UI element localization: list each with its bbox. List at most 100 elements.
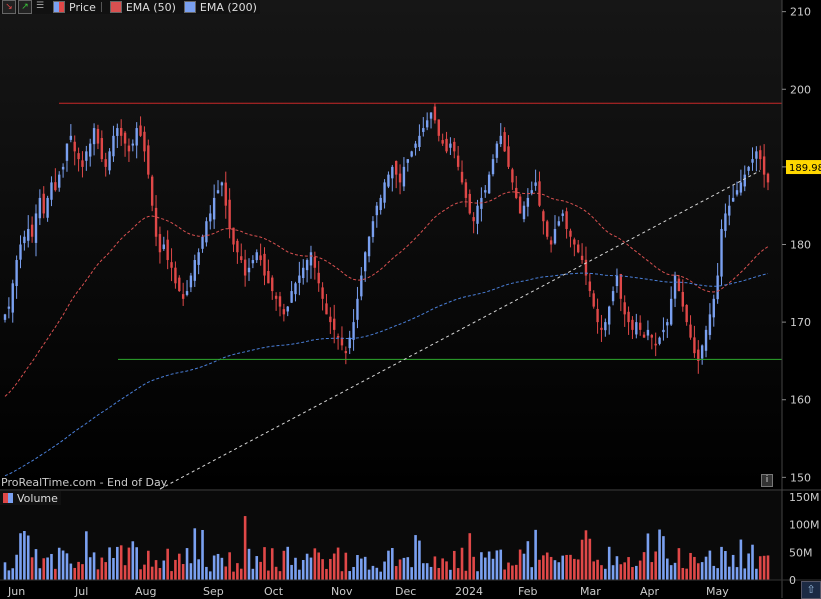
candle-body[interactable] [503,132,506,152]
candle-body[interactable] [445,138,448,152]
candle-body[interactable] [147,145,150,175]
candle-body[interactable] [302,267,305,279]
candle-body[interactable] [193,260,196,281]
candle-body[interactable] [724,213,727,231]
candle-body[interactable] [321,287,324,299]
candle-body[interactable] [739,182,743,193]
legend-ema200[interactable]: EMA (200) [199,0,257,14]
candle-body[interactable] [23,236,26,244]
candle-body[interactable] [61,166,65,170]
candle-body[interactable] [534,182,537,186]
candle-body[interactable] [456,155,460,167]
candle-body[interactable] [212,197,216,220]
candle-body[interactable] [433,106,437,121]
candle-body[interactable] [298,275,301,283]
candle-body[interactable] [507,146,510,167]
candle-body[interactable] [759,150,762,160]
candle-body[interactable] [526,197,530,207]
candle-body[interactable] [654,343,657,346]
candle-body[interactable] [515,187,518,198]
candle-body[interactable] [437,119,440,136]
candle-body[interactable] [472,217,475,222]
candle-body[interactable] [170,262,173,268]
candle-body[interactable] [181,294,185,299]
candle-body[interactable] [755,151,758,159]
candle-body[interactable] [491,159,495,175]
candle-body[interactable] [735,190,739,195]
candle-body[interactable] [573,239,576,245]
candle-body[interactable] [267,270,270,284]
candle-body[interactable] [317,272,320,284]
candle-body[interactable] [453,141,456,152]
candle-body[interactable] [747,166,750,171]
candle-body[interactable] [360,275,363,297]
candle-body[interactable] [646,329,650,336]
candle-body[interactable] [588,281,592,292]
candle-body[interactable] [81,160,84,167]
candle-body[interactable] [11,283,14,313]
candle-body[interactable] [511,169,514,183]
candle-body[interactable] [220,182,224,186]
candle-body[interactable] [333,318,336,330]
candle-body[interactable] [263,253,266,276]
candle-body[interactable] [65,143,69,161]
candle-body[interactable] [46,197,49,218]
candle-body[interactable] [425,120,429,128]
candle-body[interactable] [240,256,243,261]
candle-body[interactable] [251,260,255,264]
candle-body[interactable] [243,259,247,276]
scroll-up-icon[interactable]: ⇧ [801,581,821,599]
candle-body[interactable] [228,199,231,229]
candle-body[interactable] [592,293,595,307]
candle-body[interactable] [3,314,7,320]
candle-body[interactable] [693,337,696,354]
candle-body[interactable] [565,211,568,229]
candle-body[interactable] [305,260,309,271]
candle-body[interactable] [166,239,169,261]
candle-body[interactable] [418,135,421,148]
candle-body[interactable] [325,303,328,315]
candle-body[interactable] [85,151,88,161]
arrow-down-icon[interactable]: ↘ [2,0,16,14]
candle-body[interactable] [542,211,545,222]
candle-body[interactable] [522,205,526,220]
candle-body[interactable] [119,127,123,136]
candle-body[interactable] [569,230,572,237]
candle-body[interactable] [348,337,351,349]
candle-body[interactable] [728,205,731,216]
candle-body[interactable] [619,274,623,299]
candle-body[interactable] [712,298,715,318]
candle-body[interactable] [557,221,561,226]
candle-body[interactable] [313,256,317,268]
candle-body[interactable] [50,182,53,200]
candle-body[interactable] [255,252,258,261]
candle-body[interactable] [143,131,146,152]
info-icon[interactable]: i [761,474,773,487]
candle-body[interactable] [201,236,204,249]
candle-body[interactable] [596,308,599,323]
candle-body[interactable] [30,224,34,237]
candle-body[interactable] [209,213,212,222]
candle-body[interactable] [27,228,30,241]
candle-body[interactable] [700,345,704,359]
candle-body[interactable] [666,322,669,326]
candle-body[interactable] [429,112,433,119]
candle-body[interactable] [642,334,646,338]
candle-body[interactable] [189,275,193,288]
candle-body[interactable] [232,227,235,245]
candle-body[interactable] [499,135,502,145]
candle-body[interactable] [15,260,18,286]
candle-body[interactable] [584,259,588,276]
candle-body[interactable] [611,291,615,302]
candle-body[interactable] [158,234,162,253]
candle-body[interactable] [627,311,630,323]
candle-body[interactable] [131,143,135,146]
candle-body[interactable] [205,221,208,243]
candle-body[interactable] [178,277,181,292]
candle-body[interactable] [185,291,189,295]
candle-body[interactable] [673,275,677,299]
candle-body[interactable] [577,244,580,253]
candle-body[interactable] [685,304,688,323]
candle-body[interactable] [112,135,115,157]
